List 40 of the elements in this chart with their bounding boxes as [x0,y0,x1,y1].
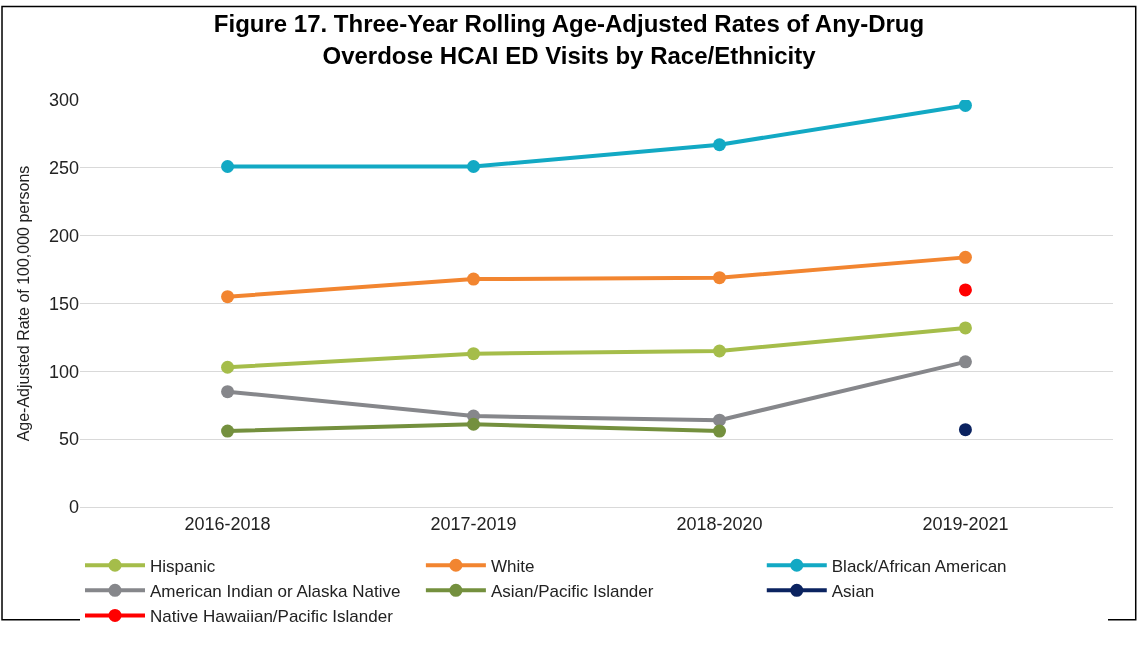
y-tick-label: 100 [48,361,79,382]
point [958,321,972,335]
x-tick-label: 2017-2019 [430,513,517,534]
point [712,413,726,427]
point [712,138,726,152]
point [958,355,972,369]
x-tick-label: 2019-2021 [922,513,1009,534]
point [712,271,726,285]
y-tick-label: 200 [48,225,79,246]
point [467,347,481,361]
legend-label: White [490,556,535,576]
legend-label: Asian/Pacific Islander [490,581,654,601]
point [958,423,972,437]
point [467,417,481,431]
point [467,159,481,173]
point [958,100,972,112]
point [221,385,235,399]
chart-title: Figure 17. Three-Year Rolling Age-Adjusted Rates of Any-Drug Overdose HCAI ED Visits by Race/Ethnicity [213,10,925,69]
y-tick-label: 250 [48,158,79,179]
point [221,290,235,304]
legend-label: Asian [831,581,875,601]
y-tick-label: 150 [48,293,79,314]
x-tick-label: 2018-2020 [676,513,763,534]
point [221,360,235,374]
point [958,283,972,297]
point [467,272,481,286]
legend-label: Native Hawaiian/Pacific Islander [150,607,394,627]
point [221,424,235,438]
point [712,424,726,438]
legend-label: Black/African American [831,556,1007,576]
y-tick-label: 0 [68,497,79,518]
y-tick-label: 50 [58,429,79,450]
legend-label: American Indian or Alaska Native [150,581,401,601]
y-axis-title: Age-Adjusted Rate of 100,000 persons [14,165,32,442]
point [221,159,235,173]
legend-label: Hispanic [150,556,216,576]
y-tick-label: 300 [48,90,79,111]
point [958,250,972,264]
point [712,344,726,358]
x-tick-label: 2016-2018 [184,513,271,534]
